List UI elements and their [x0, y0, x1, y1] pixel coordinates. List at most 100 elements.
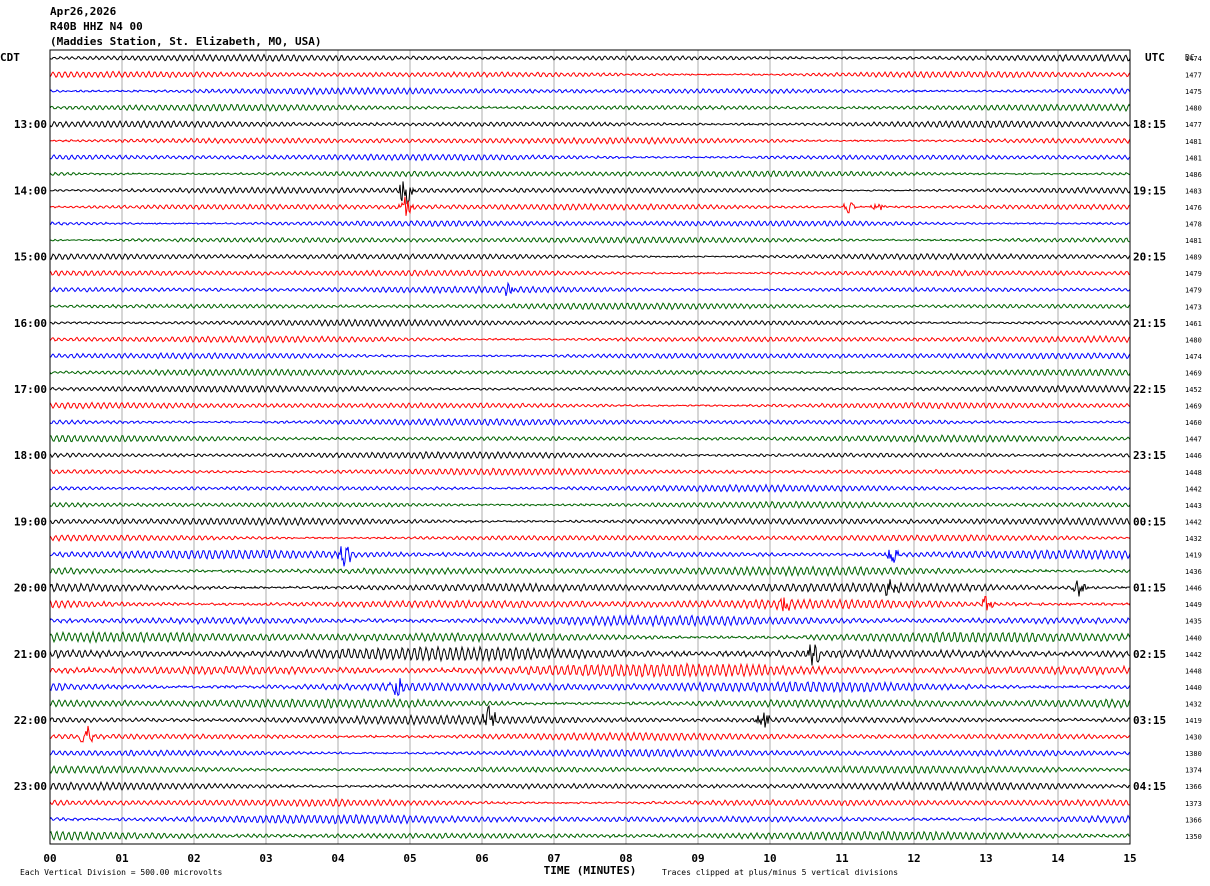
seismic-trace-line [49, 534, 1131, 542]
seismic-trace-line [49, 417, 1131, 427]
dc-offset-label: 1435 [1185, 618, 1202, 626]
seismic-trace-line [49, 704, 1131, 728]
seismic-trace-line [49, 813, 1131, 825]
seismic-trace-line [50, 181, 1131, 205]
left-hour-label: 17:00 [14, 383, 47, 396]
minute-gridlines [121, 50, 1059, 844]
dc-offset-label: 1350 [1185, 833, 1202, 841]
seismic-trace-line [49, 565, 1131, 578]
dc-offset-label: 1380 [1185, 750, 1202, 758]
clip-note: Traces clipped at plus/minus 5 vertical … [662, 868, 898, 877]
seismic-trace-line [49, 764, 1131, 775]
dc-offset-label: 1478 [1185, 221, 1202, 229]
scale-note: Each Vertical Division = 500.00 microvol… [20, 868, 222, 877]
x-tick-label: 08 [619, 852, 632, 865]
dc-offset-label: 1452 [1185, 386, 1202, 394]
seismic-traces [49, 53, 1131, 842]
right-hour-label: 01:15 [1133, 582, 1166, 595]
seismic-trace-line [49, 630, 1131, 645]
left-hour-label: 20:00 [14, 582, 47, 595]
right-hour-label: 03:15 [1133, 714, 1166, 727]
dc-offset-label: 1474 [1185, 353, 1202, 361]
seismic-trace-line [49, 53, 1131, 63]
dc-offset-label: 1366 [1185, 783, 1202, 791]
dc-offset-label: 1479 [1185, 270, 1202, 278]
seismic-trace-line [49, 780, 1131, 792]
dc-offset-label: 1481 [1185, 237, 1202, 245]
dc-offset-label: 1432 [1185, 535, 1202, 543]
seismic-trace-line [49, 351, 1131, 360]
left-hour-label: 18:00 [14, 449, 47, 462]
seismic-trace-line [49, 614, 1131, 628]
axis-labels: 00 01 02 03 04 05 06 07 08 09 10 11 12 13 14 15 13:00 14:… [14, 55, 1202, 865]
seismic-trace-line [50, 236, 1131, 244]
right-hour-label: 18:15 [1133, 118, 1166, 131]
x-tick-label: 01 [115, 852, 129, 865]
x-tick-label: 00 [43, 852, 56, 865]
seismic-trace-line [49, 748, 1131, 758]
seismic-trace-line [50, 434, 1131, 444]
dc-offset-label: 1477 [1185, 72, 1202, 80]
dc-offset-label: 1419 [1185, 552, 1202, 560]
right-hour-label: 00:15 [1133, 515, 1166, 528]
seismic-trace-line [49, 644, 1131, 666]
seismic-trace-line [49, 136, 1131, 145]
x-tick-label: 14 [1051, 852, 1065, 865]
dc-offset-label: 1461 [1185, 320, 1202, 328]
seismic-trace-line [49, 318, 1131, 328]
left-hour-label: 19:00 [14, 515, 47, 528]
station-name: (Maddies Station, St. Elizabeth, MO, USA… [50, 35, 322, 48]
right-hour-label: 20:15 [1133, 251, 1166, 264]
x-tick-label: 11 [835, 852, 849, 865]
dc-offset-label: 1489 [1185, 254, 1202, 262]
x-axis-title: TIME (MINUTES) [544, 864, 637, 877]
x-tick-label: 03 [259, 852, 272, 865]
dc-offset-label: 1448 [1185, 667, 1202, 675]
left-hour-label: 23:00 [14, 780, 47, 793]
dc-offset-label: 1448 [1185, 469, 1202, 477]
seismic-trace-line [49, 384, 1131, 394]
seismic-trace-line [49, 302, 1131, 311]
x-tick-label: 04 [331, 852, 345, 865]
seismic-trace-line [50, 467, 1131, 477]
seismic-trace-line [49, 70, 1131, 79]
dc-column-label: DC [1185, 53, 1195, 62]
left-hour-label: 15:00 [14, 251, 47, 264]
seismic-trace-line [49, 170, 1131, 178]
dc-offset-label: 1436 [1185, 568, 1202, 576]
right-hour-label: 02:15 [1133, 648, 1166, 661]
dc-offset-label: 1443 [1185, 502, 1202, 510]
seismic-trace-line [49, 662, 1131, 679]
seismic-trace-line [49, 86, 1131, 96]
right-hour-label: 23:15 [1133, 449, 1166, 462]
dc-offset-label: 1419 [1185, 717, 1202, 725]
right-hour-label: 21:15 [1133, 317, 1166, 330]
plot-frame [49, 49, 1131, 845]
seismic-trace-line [49, 252, 1131, 261]
seismic-trace-line [49, 119, 1131, 129]
dc-offset-label: 1442 [1185, 485, 1202, 493]
left-hour-label: 16:00 [14, 317, 47, 330]
dc-offset-label: 1479 [1185, 287, 1202, 295]
dc-offset-label: 1473 [1185, 303, 1202, 311]
dc-offset-label: 1430 [1185, 734, 1202, 742]
seismic-trace-line [49, 153, 1131, 162]
x-tick-label: 09 [691, 852, 704, 865]
dc-offset-label: 1481 [1185, 154, 1202, 162]
left-hour-label: 14:00 [14, 184, 47, 197]
dc-offset-label: 1474 [1185, 55, 1202, 63]
x-tick-label: 02 [187, 852, 200, 865]
seismic-trace-line [49, 595, 1131, 612]
seismic-trace-line [49, 797, 1131, 808]
dc-offset-label: 1469 [1185, 369, 1202, 377]
dc-offset-label: 1374 [1185, 767, 1202, 775]
dc-offset-label: 1440 [1185, 684, 1202, 692]
dc-offset-label: 1469 [1185, 403, 1202, 411]
x-tick-label: 07 [547, 852, 560, 865]
right-hour-label: 04:15 [1133, 780, 1166, 793]
seismic-trace-line [49, 450, 1131, 460]
right-hour-label: 22:15 [1133, 383, 1166, 396]
dc-offset-label: 1447 [1185, 436, 1202, 444]
